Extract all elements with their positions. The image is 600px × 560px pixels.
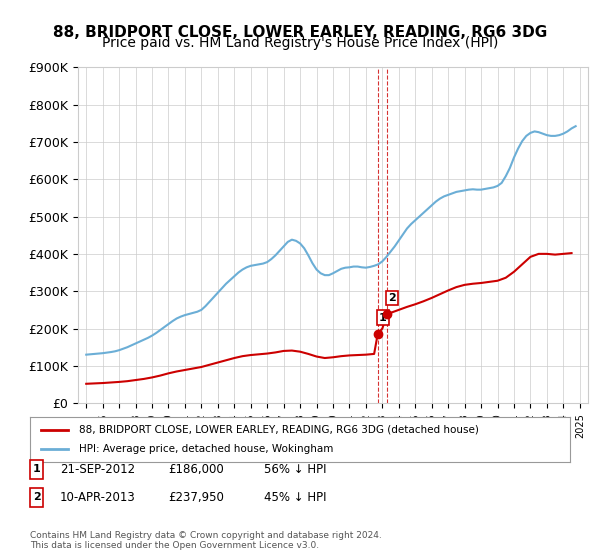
Text: 1: 1 (379, 312, 386, 323)
Text: 2: 2 (388, 293, 395, 303)
Text: 21-SEP-2012: 21-SEP-2012 (60, 463, 135, 476)
Text: HPI: Average price, detached house, Wokingham: HPI: Average price, detached house, Woki… (79, 445, 333, 455)
Text: £186,000: £186,000 (168, 463, 224, 476)
Text: £237,950: £237,950 (168, 491, 224, 504)
Text: Contains HM Land Registry data © Crown copyright and database right 2024.
This d: Contains HM Land Registry data © Crown c… (30, 530, 382, 550)
Text: 88, BRIDPORT CLOSE, LOWER EARLEY, READING, RG6 3DG (detached house): 88, BRIDPORT CLOSE, LOWER EARLEY, READIN… (79, 424, 478, 435)
Text: 2: 2 (33, 492, 40, 502)
Text: 10-APR-2013: 10-APR-2013 (60, 491, 136, 504)
Text: Price paid vs. HM Land Registry's House Price Index (HPI): Price paid vs. HM Land Registry's House … (102, 36, 498, 50)
Text: 1: 1 (33, 464, 40, 474)
Text: 88, BRIDPORT CLOSE, LOWER EARLEY, READING, RG6 3DG: 88, BRIDPORT CLOSE, LOWER EARLEY, READIN… (53, 25, 547, 40)
Text: 56% ↓ HPI: 56% ↓ HPI (264, 463, 326, 476)
Text: 45% ↓ HPI: 45% ↓ HPI (264, 491, 326, 504)
